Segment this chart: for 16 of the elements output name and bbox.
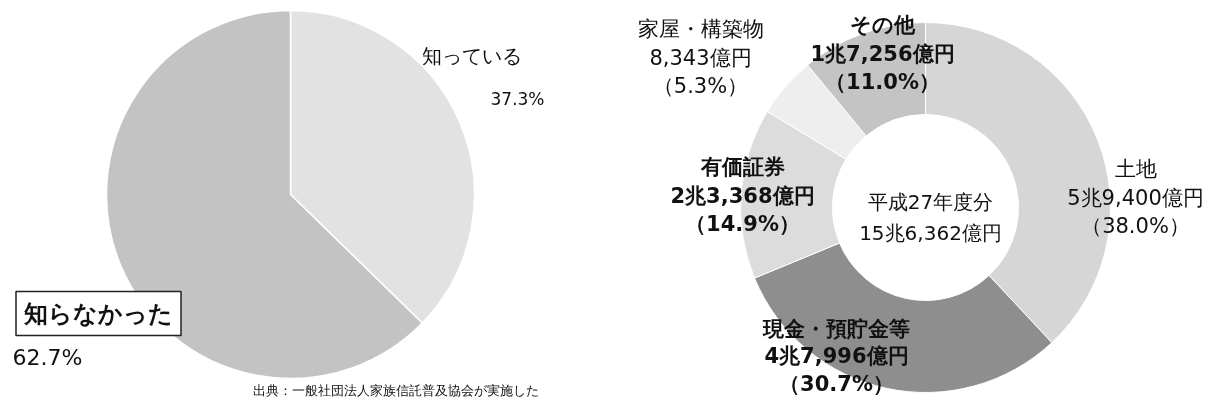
- slice-label: 土地: [1114, 156, 1157, 181]
- data-label: 2兆3,368億円（14.9%）: [670, 183, 815, 236]
- slice-label: 知っている: [421, 43, 522, 68]
- data-label: 37.3%: [490, 88, 545, 109]
- slice-label: その他: [850, 12, 916, 37]
- text: 15兆6,362億円: [859, 220, 1002, 245]
- data-label: 5兆9,400億円（38.0%）: [1067, 185, 1204, 238]
- source-note: 出典：一般社団法人家族信託普及協会が実施した: [252, 383, 539, 398]
- text: 平成27年度分: [867, 189, 994, 214]
- slice-label: 家屋・構築物: [637, 16, 764, 41]
- slice-label: 有価証券: [699, 154, 785, 179]
- data-label: 62.7%: [12, 345, 83, 370]
- slice-label: 知らなかった: [23, 299, 173, 328]
- slice-label: 現金・預貯金等: [762, 316, 910, 341]
- data-label: 8,343億円（5.3%）: [649, 45, 752, 98]
- data-label: 1兆7,256億円（11.0%）: [810, 41, 955, 94]
